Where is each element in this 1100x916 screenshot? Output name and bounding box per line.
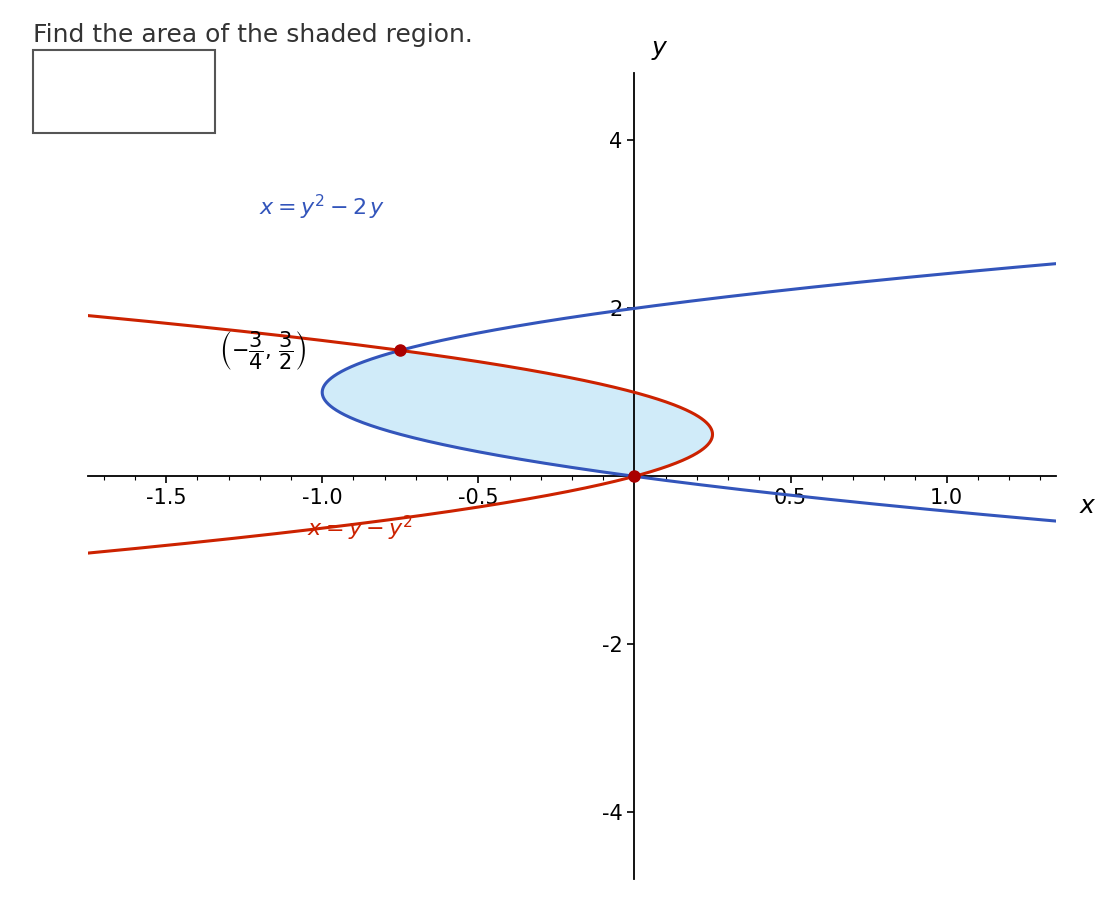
Text: $x = y - y^2$: $x = y - y^2$: [307, 514, 412, 543]
Text: $\left(-\dfrac{3}{4},\,\dfrac{3}{2}\right)$: $\left(-\dfrac{3}{4},\,\dfrac{3}{2}\righ…: [219, 329, 307, 372]
Text: Find the area of the shaded region.: Find the area of the shaded region.: [33, 23, 473, 47]
Text: $x = y^2 - 2\,y$: $x = y^2 - 2\,y$: [260, 193, 385, 223]
Text: y: y: [652, 36, 667, 60]
Text: x: x: [1080, 494, 1094, 518]
